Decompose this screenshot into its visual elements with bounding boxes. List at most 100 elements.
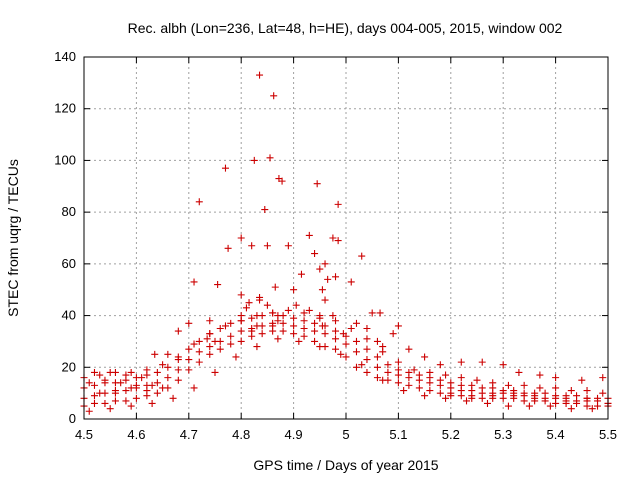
data-point [305, 231, 313, 239]
data-point [132, 374, 140, 382]
data-point [271, 283, 279, 291]
data-point [415, 384, 423, 392]
data-point [274, 335, 282, 343]
data-point [195, 358, 203, 366]
data-point [342, 353, 350, 361]
data-point [363, 356, 371, 364]
data-point [227, 340, 235, 348]
data-point [216, 345, 224, 353]
x-tick-label: 5 [342, 427, 349, 442]
data-point [321, 330, 329, 338]
data-point [599, 389, 607, 397]
plot-frame [83, 56, 609, 420]
data-point [567, 405, 575, 413]
data-point [394, 379, 402, 387]
data-point [101, 389, 109, 397]
data-point [185, 356, 193, 364]
grid-lines [84, 57, 608, 419]
data-point [169, 394, 177, 402]
data-point [332, 345, 340, 353]
data-point [253, 343, 261, 351]
data-point [447, 392, 455, 400]
data-point [143, 392, 151, 400]
y-tick-label: 120 [54, 101, 76, 116]
data-point [421, 392, 429, 400]
data-point [250, 156, 258, 164]
data-point [373, 337, 381, 345]
data-point [329, 234, 337, 242]
data-point [358, 252, 366, 260]
data-point [90, 381, 98, 389]
data-point [436, 389, 444, 397]
data-point [499, 361, 507, 369]
data-point [258, 322, 266, 330]
data-point [363, 345, 371, 353]
data-point [504, 402, 512, 410]
data-point [295, 337, 303, 345]
data-point [269, 319, 277, 327]
data-point [143, 366, 151, 374]
y-tick-label: 20 [62, 359, 76, 374]
data-point [562, 392, 570, 400]
data-point [284, 306, 292, 314]
y-tick-label: 0 [69, 411, 76, 426]
data-point [358, 361, 366, 369]
data-point [153, 379, 161, 387]
data-point [290, 330, 298, 338]
data-point [300, 317, 308, 325]
data-point [190, 384, 198, 392]
data-point [421, 353, 429, 361]
data-point [221, 164, 229, 172]
data-point [227, 319, 235, 327]
data-point [334, 200, 342, 208]
y-axis-label: STEC from uqrg / TECUs [5, 159, 21, 317]
data-point [284, 242, 292, 250]
data-point [311, 319, 319, 327]
data-point [457, 358, 465, 366]
data-point [237, 327, 245, 335]
data-point [426, 387, 434, 395]
data-point [426, 368, 434, 376]
data-point [203, 335, 211, 343]
data-point [127, 368, 135, 376]
data-point [122, 376, 130, 384]
data-point [237, 234, 245, 242]
data-point [342, 340, 350, 348]
data-point [442, 394, 450, 402]
data-point [263, 242, 271, 250]
data-point [363, 335, 371, 343]
data-point [352, 348, 360, 356]
data-point [253, 312, 261, 320]
data-point [457, 374, 465, 382]
data-point [373, 363, 381, 371]
data-point [311, 337, 319, 345]
data-point [376, 309, 384, 317]
data-point [111, 397, 119, 405]
data-point [311, 250, 319, 258]
data-point [352, 319, 360, 327]
data-point [279, 327, 287, 335]
data-point [520, 381, 528, 389]
data-point [499, 387, 507, 395]
data-point [334, 237, 342, 245]
data-point [242, 304, 250, 312]
data-point [269, 327, 277, 335]
data-point [237, 317, 245, 325]
data-point [159, 361, 167, 369]
data-point [300, 325, 308, 332]
data-point [274, 317, 282, 325]
data-point [256, 71, 264, 79]
x-tick-label: 5.5 [599, 427, 617, 442]
data-point [132, 394, 140, 402]
data-point [363, 368, 371, 376]
data-point [185, 366, 193, 374]
y-tick-label: 80 [62, 204, 76, 219]
data-point [342, 332, 350, 340]
data-point [206, 317, 214, 325]
data-point [164, 350, 172, 358]
data-point [468, 381, 476, 389]
data-point [368, 309, 376, 317]
data-point [316, 265, 324, 273]
data-point [164, 363, 172, 371]
